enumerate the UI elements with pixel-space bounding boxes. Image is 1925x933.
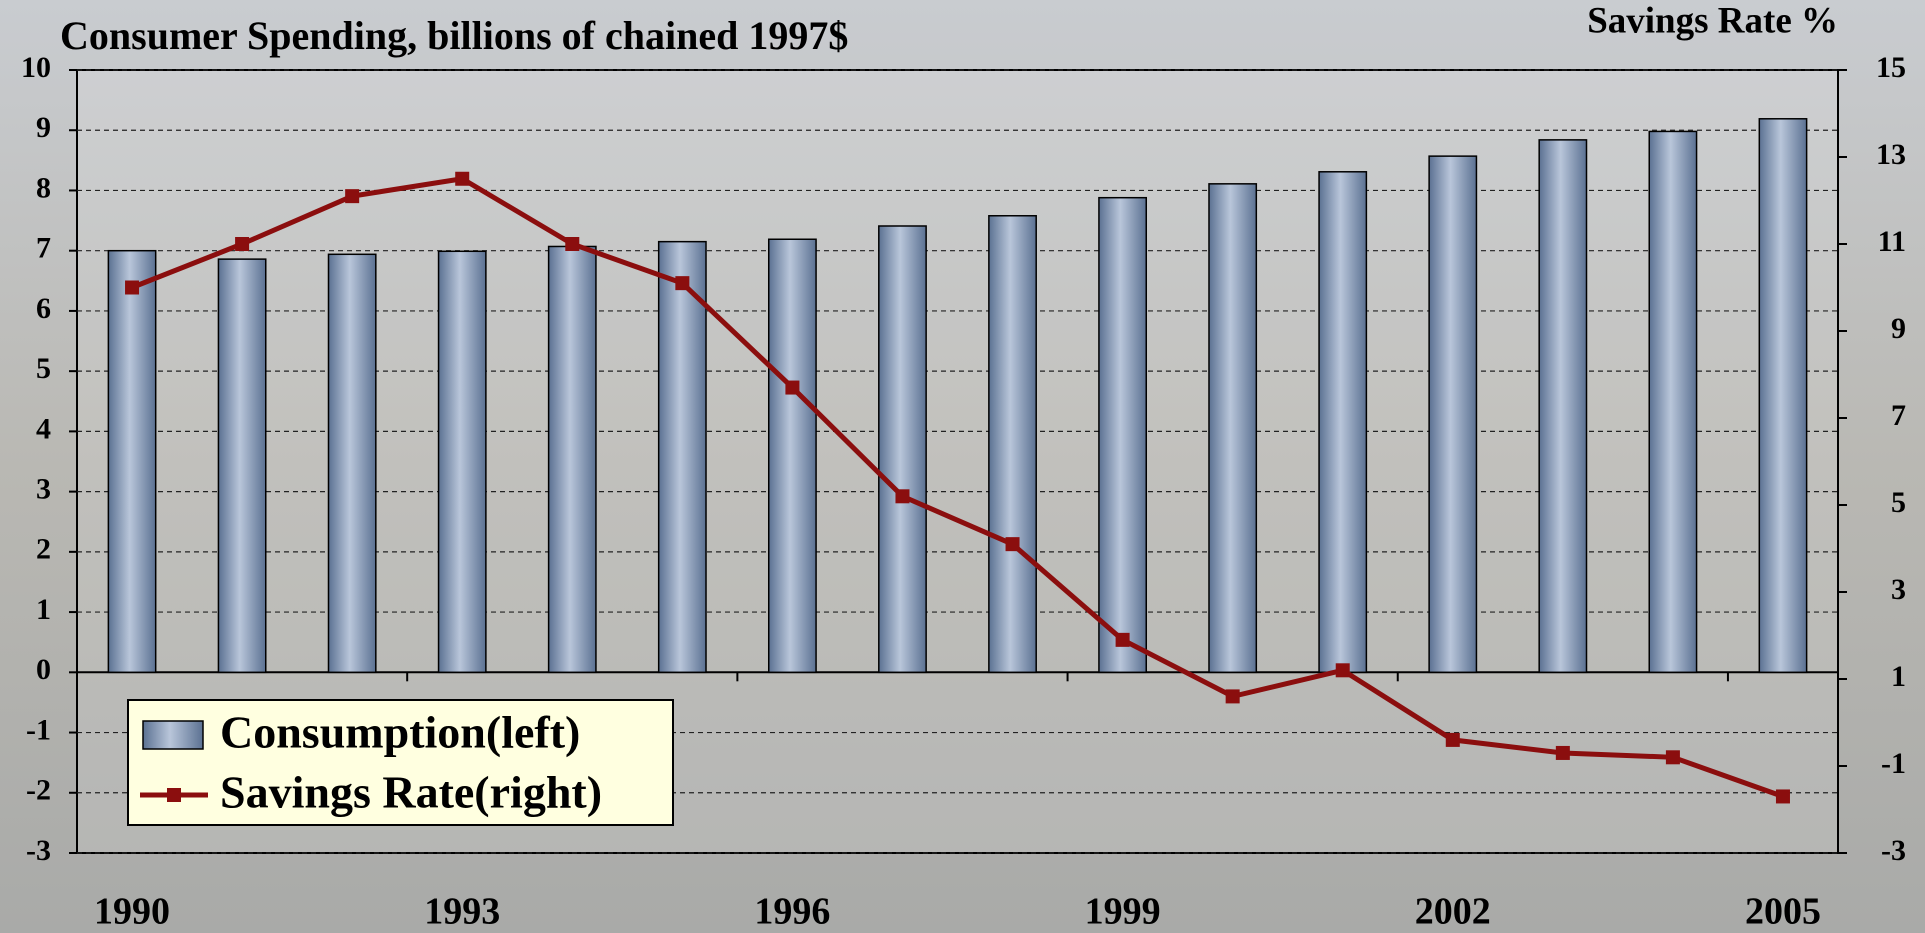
y-tick-label: 5 <box>36 352 51 385</box>
legend-swatch <box>142 720 204 750</box>
chart-title: Consumer Spending, billions of chained 1… <box>60 13 848 58</box>
marker <box>675 276 690 291</box>
y2-tick-label: 13 <box>1876 138 1906 171</box>
marker <box>1225 689 1240 704</box>
y-tick-label: 8 <box>36 171 51 204</box>
y-tick-label: 1 <box>36 593 51 626</box>
y-tick-label: 10 <box>21 51 51 84</box>
bar <box>988 215 1037 674</box>
y-tick-label: 0 <box>36 653 51 686</box>
x-tick-label: 1990 <box>94 891 170 933</box>
y2-tick-label: 1 <box>1891 660 1906 693</box>
marker <box>1335 663 1350 678</box>
y-tick-label: -1 <box>26 713 51 746</box>
legend-box <box>127 699 674 826</box>
bar <box>1318 171 1368 674</box>
y-tick-label: 4 <box>36 412 51 445</box>
x-tick-label: 1993 <box>424 891 500 933</box>
y2-tick-label: 9 <box>1891 312 1906 345</box>
bar <box>547 245 597 674</box>
marker <box>345 189 360 204</box>
y2-tick-label: 15 <box>1876 51 1906 84</box>
x-tick-label: 2002 <box>1415 891 1491 933</box>
y-tick-label: 3 <box>36 473 51 506</box>
marker <box>1005 537 1020 552</box>
marker <box>455 171 470 186</box>
bar <box>217 258 267 674</box>
y2-axis-title: Savings Rate % <box>1587 0 1838 41</box>
marker <box>785 380 800 395</box>
bar <box>1428 155 1478 674</box>
marker <box>235 237 250 251</box>
bar <box>327 253 377 674</box>
y-tick-label: 2 <box>36 533 51 566</box>
line <box>131 176 1784 799</box>
bar <box>1758 118 1808 674</box>
marker <box>565 237 580 251</box>
marker <box>1555 745 1570 760</box>
marker <box>895 489 910 504</box>
marker <box>1775 789 1790 804</box>
bar <box>437 250 487 674</box>
bar <box>1648 130 1698 674</box>
y-tick-label: 6 <box>36 292 51 325</box>
y2-tick-label: -3 <box>1881 834 1906 867</box>
bar <box>1098 196 1148 674</box>
y2-tick-label: 3 <box>1891 573 1906 606</box>
marker <box>1115 632 1130 647</box>
marker <box>1445 732 1460 747</box>
legend-label: Savings Rate(right) <box>220 767 602 818</box>
bar <box>1538 139 1588 674</box>
bar <box>767 238 817 674</box>
bar <box>657 240 707 674</box>
marker <box>125 280 140 295</box>
bar <box>1208 183 1258 674</box>
bar <box>878 225 927 674</box>
y2-tick-label: 11 <box>1878 225 1906 258</box>
y-tick-label: 7 <box>36 232 51 265</box>
y-tick-label: -3 <box>26 834 51 867</box>
x-tick-label: 1996 <box>754 891 830 933</box>
x-tick-label: 1999 <box>1085 891 1161 933</box>
y-tick-label: -2 <box>26 774 51 807</box>
y2-tick-label: 5 <box>1891 486 1906 519</box>
legend-label: Consumption(left) <box>220 707 580 758</box>
y2-tick-label: -1 <box>1881 747 1906 780</box>
y-tick-label: 9 <box>36 111 51 144</box>
y2-tick-label: 7 <box>1891 399 1906 432</box>
legend-marker <box>167 788 181 802</box>
x-tick-label: 2005 <box>1745 891 1821 933</box>
bar <box>107 249 157 674</box>
marker <box>1665 750 1680 765</box>
